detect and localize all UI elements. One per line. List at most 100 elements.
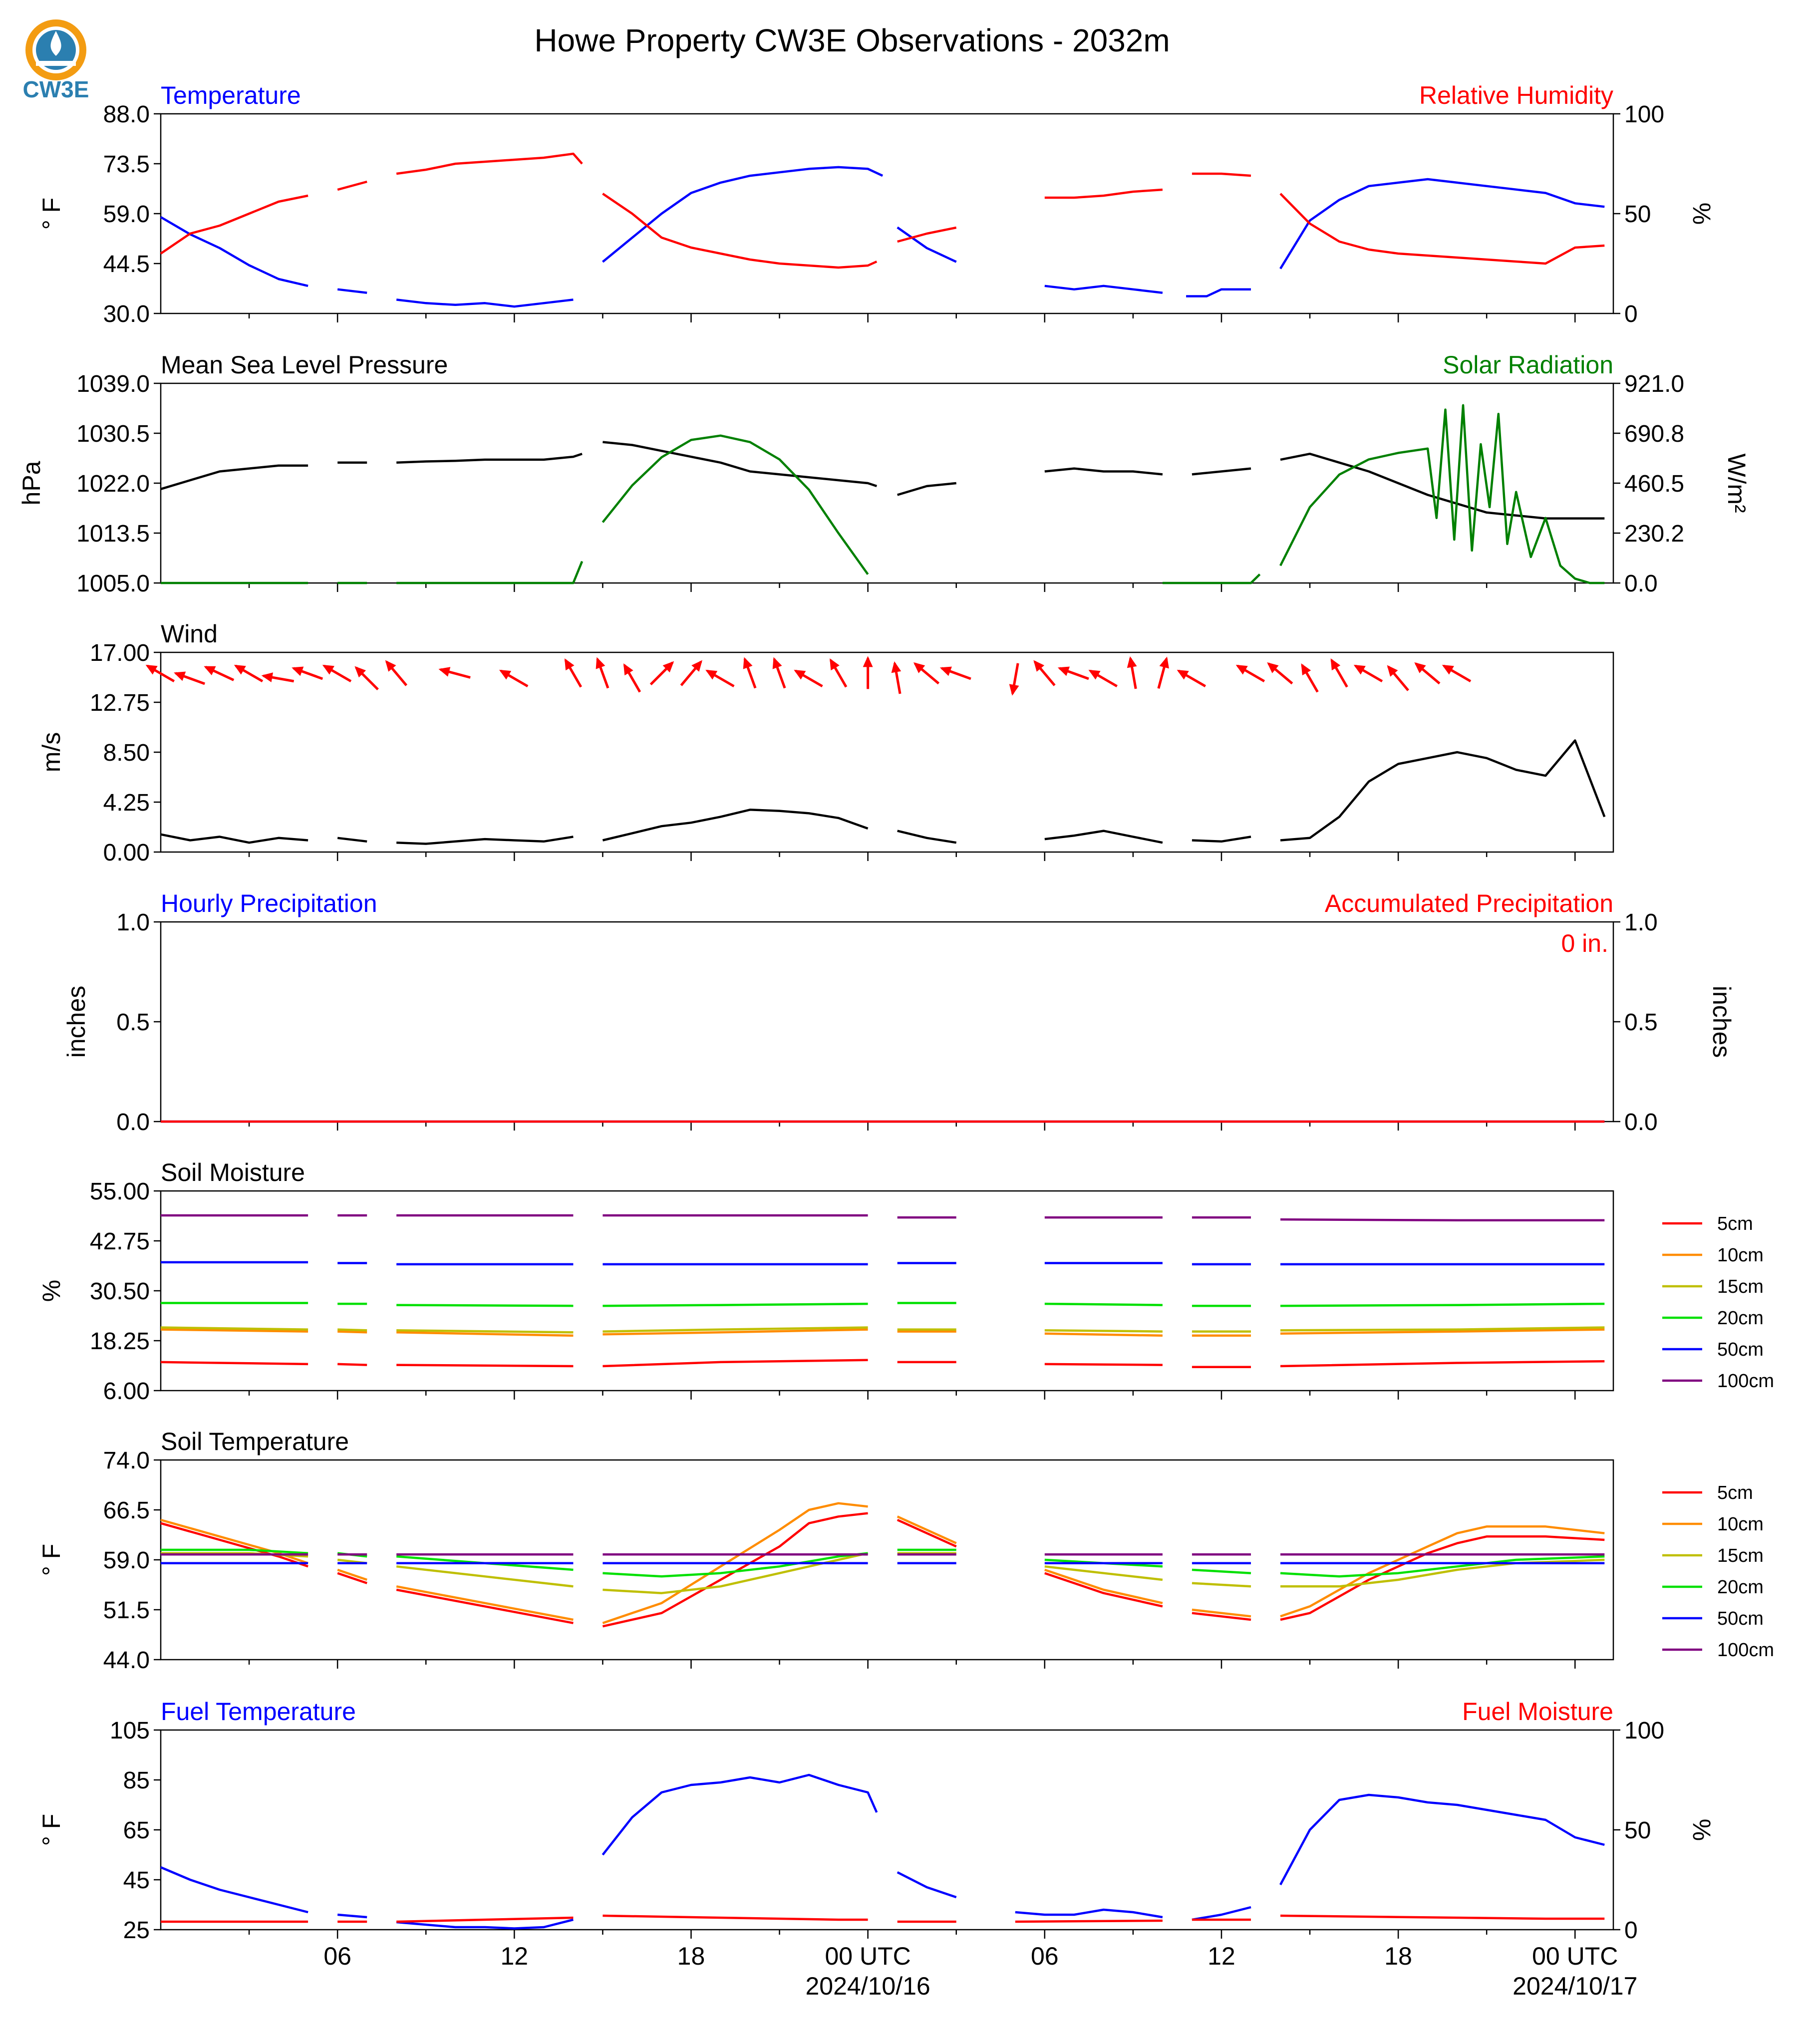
- wind-arrow-head: [913, 662, 925, 673]
- ylabel-left: m/s: [37, 732, 65, 773]
- legend-label: 100cm: [1717, 1640, 1774, 1661]
- panel-3: Hourly Precipitation Accumulated Precipit…: [62, 889, 1736, 1136]
- logo-text: CW3E: [23, 76, 89, 102]
- series-line-wind-speed: [160, 739, 1606, 845]
- ytick-label-right: 0.0: [1624, 571, 1658, 597]
- ytick-label-right: 100: [1624, 1718, 1664, 1744]
- panel-title-left: Mean Sea Level Pressure: [161, 351, 448, 379]
- wind-arrow-head: [863, 656, 873, 667]
- panel-title-right: Fuel Moisture: [1462, 1698, 1613, 1726]
- ytick-label-left: 6.00: [103, 1378, 150, 1405]
- wind-arrow-head: [662, 661, 674, 673]
- wind-arrow-head: [261, 672, 273, 682]
- ytick-label-left: 18.25: [90, 1328, 150, 1355]
- wind-arrow-head: [1033, 660, 1045, 672]
- wind-arrow-head: [564, 658, 575, 671]
- panel-frame: [160, 921, 1614, 1123]
- wind-arrow-head: [1088, 669, 1101, 680]
- ytick-label-left: 42.75: [90, 1228, 150, 1255]
- wind-arrow-head: [385, 660, 396, 672]
- ytick-label-right: 0: [1624, 1917, 1638, 1944]
- wind-arrow-head: [292, 666, 304, 676]
- ytick-label-right: 1.0: [1624, 909, 1658, 936]
- wind-arrow-head: [438, 667, 451, 677]
- panel-title-left: Temperature: [161, 81, 301, 109]
- panel-title-right: Relative Humidity: [1419, 81, 1613, 109]
- ytick-label-left: 105: [110, 1718, 150, 1744]
- ytick-label-left: 74.0: [103, 1448, 150, 1474]
- ytick-label-right: 0.0: [1624, 1109, 1658, 1136]
- ytick-label-left: 45: [123, 1867, 150, 1894]
- wind-arrow-head: [596, 657, 606, 669]
- ylabel-left: inches: [62, 986, 90, 1058]
- ytick-label-left: 1030.5: [76, 421, 150, 447]
- series-line-temperature: [160, 166, 1605, 308]
- legend-label: 15cm: [1717, 1545, 1764, 1566]
- wind-arrow-head: [830, 658, 840, 671]
- wind-arrow-head: [623, 663, 633, 676]
- xtick-label: 06: [1031, 1942, 1059, 1970]
- panel-frame: [160, 113, 1614, 314]
- ylabel-right: inches: [1708, 986, 1736, 1058]
- wind-arrow-head: [1177, 669, 1189, 680]
- ytick-label-left: 1039.0: [76, 371, 150, 397]
- ytick-label-left: 12.75: [90, 690, 150, 716]
- legend-label: 50cm: [1717, 1608, 1764, 1629]
- ylabel-left: ° F: [37, 1814, 65, 1846]
- wind-arrow-head: [1301, 663, 1311, 676]
- ytick-label-left: 1022.0: [76, 471, 150, 497]
- legend-label: 5cm: [1717, 1482, 1753, 1503]
- ylabel-left: hPa: [17, 461, 45, 505]
- panel-4: Soil Moisture 6.00 18.25 30.50 42.75 55.00% 5c…: [37, 1159, 1774, 1405]
- ytick-label-left: 1013.5: [76, 521, 150, 547]
- xtick-label: 12: [501, 1942, 529, 1970]
- ytick-label-right: 690.8: [1624, 421, 1684, 447]
- ytick-label-left: 88.0: [103, 101, 150, 128]
- legend-label: 20cm: [1717, 1577, 1764, 1598]
- ylabel-right: W/m²: [1723, 453, 1751, 513]
- ytick-label-right: 230.2: [1624, 521, 1684, 547]
- ytick-label-right: 0: [1624, 301, 1638, 327]
- series-line-15cm: [160, 1326, 1605, 1334]
- series-line-5cm: [160, 1512, 1605, 1628]
- series-line-5cm: [160, 1359, 1605, 1368]
- wind-arrow-head: [691, 660, 702, 672]
- wind-arrow-head: [145, 664, 158, 675]
- wind-arrow-head: [1009, 684, 1019, 696]
- series-line-20cm: [161, 1302, 1605, 1307]
- ytick-label-left: 30.0: [103, 301, 150, 327]
- panel-title-right: Accumulated Precipitation: [1325, 889, 1613, 917]
- xtick-label: 18: [1384, 1942, 1412, 1970]
- wind-arrow-head: [354, 666, 366, 678]
- xtick-label: 18: [677, 1942, 705, 1970]
- panel-title-left: Wind: [161, 620, 218, 648]
- ytick-label-right: 50: [1624, 1817, 1651, 1844]
- panel-2: Wind 0.00 4.25 8.50 12.75 17.00 m/s: [37, 620, 1614, 866]
- wind-arrow-head: [891, 661, 902, 673]
- ytick-label-left: 73.5: [103, 151, 150, 178]
- panel-5: Soil Temperature 44.0 51.5 59.0 66.5 74.0 ° F 5…: [37, 1428, 1774, 1674]
- ytick-label-left: 25: [123, 1917, 150, 1944]
- wind-arrow-head: [794, 669, 806, 680]
- ytick-label-right: 460.5: [1624, 471, 1684, 497]
- legend-label: 10cm: [1717, 1245, 1764, 1266]
- logo-ring-icon: [25, 19, 86, 80]
- wind-arrow-head: [1442, 664, 1454, 675]
- ytick-label-left: 1005.0: [76, 571, 150, 597]
- logo-drop-icon: [50, 31, 61, 56]
- legend-label: 100cm: [1717, 1371, 1774, 1392]
- panel-title-left: Soil Temperature: [161, 1428, 349, 1455]
- legend-label: 20cm: [1717, 1308, 1764, 1329]
- ytick-label-left: 0.5: [116, 1009, 150, 1036]
- wind-arrow-head: [322, 664, 334, 675]
- ytick-label-right: 50: [1624, 201, 1651, 228]
- ytick-label-left: 55.00: [90, 1178, 150, 1205]
- ytick-label-right: 921.0: [1624, 371, 1684, 397]
- panel-0: Temperature Relative Humidity 30.0 44.5 59.0…: [37, 81, 1716, 327]
- xtick-label: 06: [323, 1942, 351, 1970]
- wind-arrow-head: [939, 666, 952, 676]
- wind-arrow-head: [705, 669, 718, 680]
- wind-arrow-head: [1235, 664, 1248, 675]
- series-line-fuel-moisture: [161, 1914, 1605, 1923]
- wind-arrow-head: [174, 671, 186, 681]
